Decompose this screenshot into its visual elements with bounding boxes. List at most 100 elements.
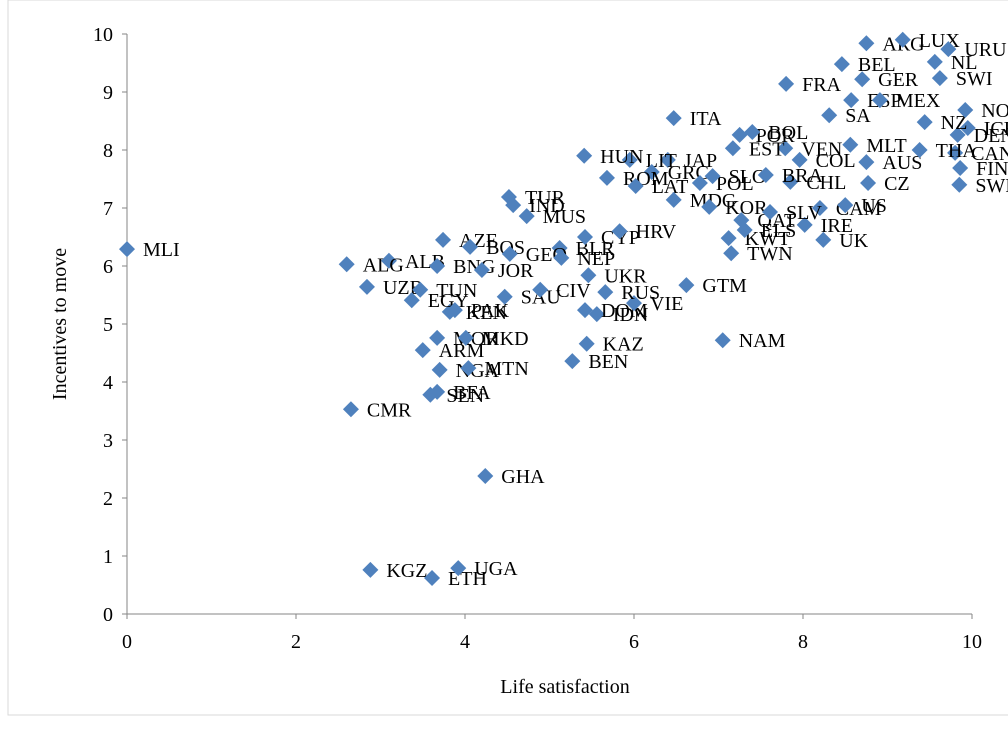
point-label: NL [951,52,978,74]
point [576,302,593,319]
point [959,119,976,136]
point-label: CMR [367,399,412,421]
point-label: EST [749,138,785,160]
point-label: HUN [600,146,643,168]
point-label: KOR [725,197,768,219]
point [621,151,638,168]
point [815,231,832,248]
point [338,256,355,273]
point [358,278,375,295]
point [119,241,135,258]
point [627,177,644,194]
point-label: SWI [956,68,993,90]
point [446,302,463,319]
point-label: URU [964,39,1007,61]
point-label: BFA [453,382,491,404]
point-label: MDG [690,190,737,212]
point [462,238,479,255]
point-label: SEN [446,385,484,407]
point-label: BRA [782,165,824,187]
point-label: TUR [525,187,566,209]
x-axis-title: Life satisfaction [500,676,629,698]
point-label: VIE [650,293,683,315]
point-label: UKR [604,265,647,287]
y-tick-label: 3 [103,430,113,452]
point-label: ARM [439,340,485,362]
point [778,75,795,92]
x-tick-label: 2 [291,631,301,653]
point [450,560,467,577]
point [957,101,974,118]
point-label: MLI [143,239,180,261]
point-label: SAU [521,287,562,309]
point [429,258,446,274]
point-label: MEX [896,90,941,112]
point [952,159,969,176]
point [916,114,933,131]
y-tick-label: 4 [103,372,113,394]
x-tick-label: 6 [629,631,639,653]
point [731,126,748,143]
point [714,332,731,349]
point [597,284,614,301]
point [854,71,871,88]
point [551,240,568,257]
point-label: KWT [745,228,791,250]
point-label: ITA [690,108,722,130]
point [553,249,570,266]
point-label: BNG [453,256,495,278]
point [362,561,379,578]
x-tick-label: 10 [962,631,982,653]
point-label: IDN [613,304,649,326]
point-label: KGZ [386,560,427,582]
point-label: UK [839,230,868,252]
point-label: PAK [471,300,510,322]
point [643,164,660,181]
point-label: KAZ [603,334,644,356]
y-tick-label: 2 [103,488,113,510]
point-label: US [861,195,887,217]
point [501,245,518,262]
point [380,252,397,269]
point-label: POR [756,125,796,147]
point [951,176,968,193]
point-label: IND [529,195,565,217]
point-label: GER [878,69,919,91]
point-label: JOR [498,260,534,282]
point-label: CIV [556,280,591,302]
point-label: AUS [882,152,922,174]
point [926,53,943,70]
point [431,361,448,378]
point-label: SLO [729,166,767,188]
point [403,292,420,309]
point [626,295,642,312]
point [665,110,682,127]
point [811,200,828,216]
point [580,267,597,284]
point [796,216,813,233]
point-label: ALG [363,254,404,276]
point [837,197,854,214]
point [843,92,860,109]
point-label: HRV [636,221,677,243]
point [744,124,761,141]
point [532,281,549,298]
point [412,281,429,298]
point-label: UGA [474,558,518,580]
point [665,191,682,208]
point-label: FIN [976,158,1008,180]
x-tick-label: 0 [122,631,132,653]
point-label: FRA [802,74,841,96]
point [871,92,888,109]
point [435,231,452,248]
point [564,353,581,370]
point-label: LAT [652,176,689,198]
point-label: THA [936,140,978,162]
chart-frame [7,0,1008,716]
point [598,169,615,186]
point-label: MUS [543,206,586,228]
point-label: MLT [866,135,906,157]
point [940,41,957,58]
point-label: DEN [974,125,1008,147]
